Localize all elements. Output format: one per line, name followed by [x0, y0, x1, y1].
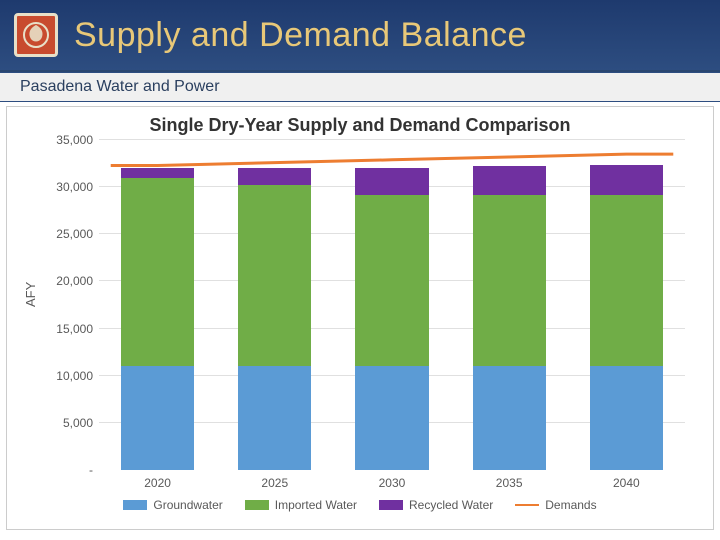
- y-tick-label: 30,000: [56, 180, 93, 194]
- bar-segment-groundwater: [121, 366, 194, 470]
- rose-logo: [14, 13, 58, 57]
- org-name: Pasadena Water and Power: [20, 78, 220, 96]
- chart-title: Single Dry-Year Supply and Demand Compar…: [25, 115, 695, 136]
- stacked-bar: [355, 140, 428, 470]
- plot-area: -5,00010,00015,00020,00025,00030,00035,0…: [99, 140, 685, 470]
- bar-column: 2020: [111, 140, 205, 470]
- bar-segment-groundwater: [590, 366, 663, 470]
- legend: Groundwater Imported Water Recycled Water D…: [25, 498, 695, 512]
- bar-segment-recycled-water: [473, 166, 546, 194]
- y-tick-label: 5,000: [63, 416, 93, 430]
- y-tick-label: 25,000: [56, 227, 93, 241]
- legend-item: Demands: [515, 498, 596, 512]
- bar-segment-groundwater: [238, 366, 311, 470]
- page-title: Supply and Demand Balance: [74, 16, 527, 55]
- x-tick-label: 2025: [261, 476, 288, 490]
- y-tick-label: 15,000: [56, 322, 93, 336]
- x-tick-label: 2035: [496, 476, 523, 490]
- bar-segment-recycled-water: [590, 165, 663, 195]
- legend-label: Recycled Water: [409, 498, 493, 512]
- bar-segment-recycled-water: [121, 168, 194, 177]
- bar-segment-imported-water: [473, 195, 546, 367]
- stacked-bar: [238, 140, 311, 470]
- x-tick-label: 2040: [613, 476, 640, 490]
- bar-segment-imported-water: [590, 195, 663, 367]
- bar-segment-imported-water: [121, 178, 194, 367]
- header-bar: Supply and Demand Balance: [0, 0, 720, 72]
- bar-column: 2040: [579, 140, 673, 470]
- bar-segment-groundwater: [473, 366, 546, 470]
- bars-group: 20202025203020352040: [99, 140, 685, 470]
- bar-segment-recycled-water: [238, 168, 311, 185]
- sub-header: Pasadena Water and Power: [0, 72, 720, 102]
- y-axis-label: AFY: [23, 282, 38, 307]
- x-tick-label: 2020: [144, 476, 171, 490]
- bar-segment-imported-water: [355, 195, 428, 367]
- stacked-bar: [473, 140, 546, 470]
- legend-swatch: [245, 500, 269, 510]
- bar-column: 2035: [462, 140, 556, 470]
- bar-segment-groundwater: [355, 366, 428, 470]
- legend-line-swatch: [515, 504, 539, 506]
- stacked-bar: [590, 140, 663, 470]
- x-tick-label: 2030: [379, 476, 406, 490]
- bar-segment-imported-water: [238, 185, 311, 366]
- y-tick-label: 20,000: [56, 274, 93, 288]
- y-tick-label: -: [89, 463, 93, 477]
- y-tick-label: 35,000: [56, 133, 93, 147]
- legend-label: Groundwater: [153, 498, 222, 512]
- legend-item: Recycled Water: [379, 498, 493, 512]
- y-tick-label: 10,000: [56, 369, 93, 383]
- rose-icon: [20, 19, 52, 51]
- legend-item: Groundwater: [123, 498, 222, 512]
- legend-swatch: [379, 500, 403, 510]
- bar-segment-recycled-water: [355, 168, 428, 194]
- chart-container: Single Dry-Year Supply and Demand Compar…: [6, 106, 714, 530]
- bar-column: 2025: [228, 140, 322, 470]
- legend-label: Imported Water: [275, 498, 357, 512]
- legend-label: Demands: [545, 498, 596, 512]
- bar-column: 2030: [345, 140, 439, 470]
- legend-swatch: [123, 500, 147, 510]
- legend-item: Imported Water: [245, 498, 357, 512]
- stacked-bar: [121, 140, 194, 470]
